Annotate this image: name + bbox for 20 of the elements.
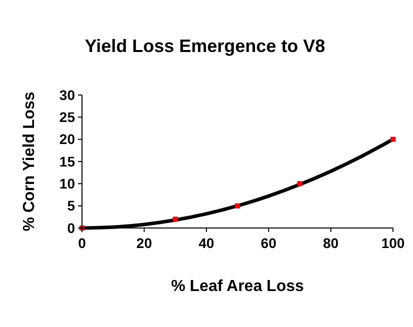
x-tick-label: 0 bbox=[78, 235, 86, 251]
y-tick-label: 20 bbox=[59, 131, 76, 148]
x-tick-label: 40 bbox=[198, 235, 214, 251]
x-tick-label: 60 bbox=[260, 235, 277, 251]
x-axis-title: % Leaf Area Loss bbox=[171, 278, 304, 295]
y-axis-title: % Corn Yield Loss bbox=[21, 92, 38, 232]
x-tick-label: 20 bbox=[136, 235, 152, 251]
y-tick-label: 0 bbox=[67, 220, 76, 236]
x-tick-label: 80 bbox=[323, 235, 339, 251]
point bbox=[172, 216, 178, 222]
y-tick-label: 5 bbox=[67, 198, 76, 214]
y-tick-label: 10 bbox=[59, 176, 76, 192]
y-tick-label: 30 bbox=[59, 86, 76, 103]
x-tick-label: 100 bbox=[381, 235, 405, 251]
point bbox=[297, 181, 302, 186]
point bbox=[390, 136, 396, 142]
chart-title: Yield Loss Emergence to V8 bbox=[84, 36, 326, 56]
y-tick-label: 15 bbox=[59, 153, 76, 170]
y-tick-label: 25 bbox=[59, 109, 76, 126]
point bbox=[235, 203, 240, 208]
